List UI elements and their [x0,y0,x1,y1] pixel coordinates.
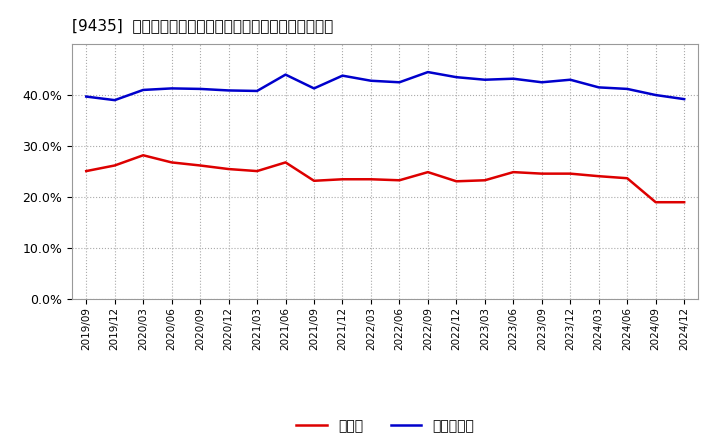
Text: [9435]  現預金、有利子負債の総資産に対する比率の推移: [9435] 現預金、有利子負債の総資産に対する比率の推移 [72,18,333,33]
Legend: 現預金, 有利子負債: 現預金, 有利子負債 [291,413,480,438]
